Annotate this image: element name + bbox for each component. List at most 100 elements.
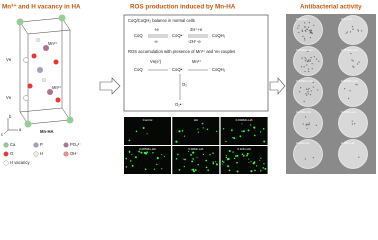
- fluorescence-dot: [212, 162, 215, 165]
- micrograph: [124, 146, 171, 174]
- colony: [355, 83, 357, 85]
- colony: [310, 30, 312, 32]
- colony: [351, 123, 353, 125]
- scheme-heading: ROS accumulation with presence of Mn³⁺ a…: [128, 49, 235, 54]
- fluorescence-dot: [178, 168, 181, 171]
- colony: [297, 27, 299, 29]
- colony: [307, 50, 309, 53]
- colony: [307, 26, 310, 28]
- legend-swatch: [63, 142, 69, 148]
- fluorescence-dot: [202, 153, 205, 156]
- fluorescence-dot: [221, 160, 224, 163]
- crystal-cell: [19, 17, 71, 125]
- colony: [349, 31, 352, 33]
- fluorescence-dot: [263, 140, 266, 143]
- fluorescence-dot: [135, 130, 138, 133]
- agar-plate: [293, 139, 323, 169]
- fluorescence-dot: [197, 128, 199, 130]
- fluorescence-dot: [259, 131, 262, 133]
- species: CoQ•⁻: [172, 67, 184, 72]
- fluorescence-dot: [248, 161, 250, 163]
- fluorescence-dot: [216, 164, 218, 166]
- plate-label: 0.02Mn-HA: [341, 110, 356, 114]
- reaction-label: +e: [154, 27, 159, 32]
- agar-plate: [338, 15, 368, 45]
- colony: [356, 63, 359, 65]
- colony: [351, 25, 354, 28]
- colony: [358, 61, 360, 63]
- legend-label: H: [40, 151, 43, 156]
- colony: [305, 58, 307, 60]
- species: CoQ: [134, 67, 143, 72]
- fluorescence-dot: [262, 167, 265, 169]
- fluorescence-dot: [260, 157, 262, 159]
- colony: [318, 60, 320, 62]
- fluorescence-dot: [125, 166, 128, 168]
- fluorescence-dot: [228, 150, 231, 153]
- colony: [301, 57, 303, 59]
- panel-title: Mn³⁺ and H vacancy in HA: [2, 4, 81, 11]
- plates: Pure HA Pure HA 0.002Mn-HA 0.002Mn-HA 0.005M…: [293, 15, 368, 169]
- micrograph: [124, 117, 171, 145]
- colony: [304, 70, 306, 73]
- plate-label: 0.002Mn-HA: [341, 48, 358, 52]
- fluorescence-dot: [192, 158, 195, 160]
- fluorescence-dot: [153, 168, 156, 170]
- fluorescence-dot: [161, 168, 163, 170]
- fluorescence-dot: [222, 163, 224, 165]
- fluorescence-dot: [232, 151, 234, 153]
- fluorescence-dot: [190, 153, 192, 156]
- colony: [304, 39, 306, 41]
- colony: [305, 124, 307, 126]
- fluorescence-dot: [236, 161, 238, 164]
- reaction-label: Mn³⁺: [192, 59, 201, 64]
- vacancy-label: Vʜ: [6, 95, 12, 100]
- colony: [352, 65, 354, 67]
- colony: [308, 30, 310, 32]
- fluorescence-dot: [241, 130, 243, 132]
- colony: [303, 100, 305, 102]
- plate-label: Pure HA: [341, 17, 352, 21]
- micrographs: Control HA 0.002Mn-HA 0.005Mn-HA 0.02Mn-HA 0.…: [124, 117, 268, 174]
- fluorescence-dot: [197, 131, 200, 133]
- colony: [307, 89, 309, 91]
- colony: [309, 94, 312, 96]
- fluorescence-dot: [263, 163, 265, 165]
- micrograph-label: Control: [143, 118, 153, 122]
- fluorescence-dot: [255, 165, 258, 167]
- fluorescence-dot: [183, 135, 186, 137]
- fluorescence-dot: [225, 156, 228, 159]
- colony: [306, 94, 308, 96]
- fluorescence-dot: [194, 169, 197, 171]
- fluorescence-dot: [152, 152, 154, 154]
- fluorescence-dot: [184, 158, 186, 161]
- micrograph-label: HA: [194, 118, 198, 122]
- colony: [307, 91, 309, 93]
- colony: [309, 59, 311, 61]
- colony: [307, 68, 310, 70]
- fluorescence-dot: [201, 122, 204, 125]
- fluorescence-dot: [215, 161, 217, 163]
- fluorescence-dot: [140, 151, 143, 154]
- fluorescence-dot: [246, 152, 249, 155]
- fluorescence-dot: [128, 139, 131, 142]
- fluorescence-dot: [156, 163, 158, 166]
- superoxide: O₂•⁻: [175, 102, 184, 107]
- colony: [308, 70, 310, 73]
- fluorescence-dot: [250, 124, 252, 126]
- fluorescence-dot: [187, 151, 190, 153]
- colony: [304, 57, 306, 59]
- fluorescence-dot: [233, 137, 236, 140]
- colony: [306, 28, 308, 30]
- reaction-label: 2H⁺+e: [190, 27, 203, 32]
- vacancy-label: Vʜ: [6, 57, 12, 62]
- fluorescence-dot: [212, 161, 215, 163]
- fluorescence-dot: [259, 159, 261, 161]
- colony: [302, 123, 304, 125]
- colony: [351, 59, 353, 61]
- caption: Mn-HA: [40, 129, 54, 134]
- fluorescence-dot: [192, 151, 195, 154]
- fluorescence-dot: [207, 169, 209, 172]
- fluorescence-dot: [254, 169, 256, 172]
- fluorescence-dot: [202, 127, 204, 129]
